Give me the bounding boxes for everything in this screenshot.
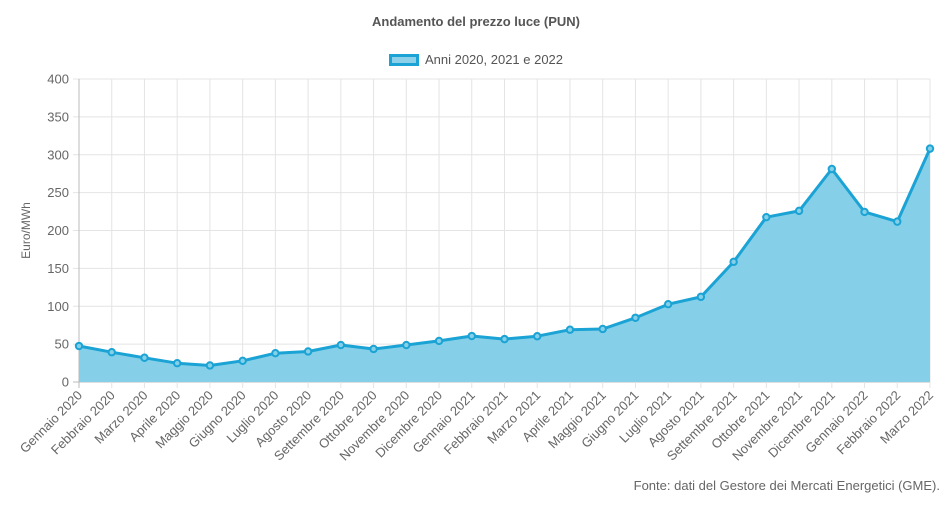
data-point-6[interactable] bbox=[271, 349, 280, 358]
y-tick-label: 300 bbox=[47, 147, 69, 162]
data-point-5[interactable] bbox=[238, 356, 247, 365]
legend[interactable]: Anni 2020, 2021 e 2022 bbox=[0, 52, 952, 67]
y-tick-label: 150 bbox=[47, 261, 69, 276]
data-point-19[interactable] bbox=[696, 292, 706, 302]
chart-title: Andamento del prezzo luce (PUN) bbox=[371, 14, 581, 29]
y-tick-labels: 0 50 100 150 200 250 300 350 400 bbox=[47, 72, 69, 390]
data-points bbox=[74, 144, 935, 370]
data-point-7[interactable] bbox=[303, 347, 313, 356]
data-point-17[interactable] bbox=[631, 313, 640, 322]
y-tick-label: 0 bbox=[62, 375, 69, 390]
data-point-10[interactable] bbox=[402, 340, 411, 350]
y-tick-label: 400 bbox=[47, 72, 69, 87]
legend-label: Anni 2020, 2021 e 2022 bbox=[424, 52, 564, 67]
data-point-8[interactable] bbox=[336, 340, 346, 350]
data-point-22[interactable] bbox=[794, 206, 804, 216]
data-point-12[interactable] bbox=[467, 331, 476, 341]
data-point-0[interactable] bbox=[74, 341, 84, 351]
data-point-2[interactable] bbox=[140, 353, 149, 362]
data-point-9[interactable] bbox=[369, 344, 378, 354]
data-point-13[interactable] bbox=[500, 334, 509, 344]
data-point-3[interactable] bbox=[172, 359, 182, 368]
data-point-20[interactable] bbox=[729, 257, 738, 267]
legend-swatch bbox=[388, 54, 419, 66]
data-point-26[interactable] bbox=[925, 144, 935, 153]
y-tick-label: 350 bbox=[47, 109, 69, 124]
data-point-15[interactable] bbox=[565, 325, 575, 334]
y-tick-label: 100 bbox=[47, 299, 69, 314]
y-tick-label: 200 bbox=[47, 223, 69, 238]
data-point-4[interactable] bbox=[205, 361, 215, 370]
data-point-14[interactable] bbox=[533, 332, 542, 341]
data-point-23[interactable] bbox=[827, 164, 837, 174]
data-point-25[interactable] bbox=[893, 217, 902, 226]
y-axis-title: Euro/MWh bbox=[19, 202, 33, 259]
series-area-fill bbox=[79, 148, 930, 382]
y-tick-label: 50 bbox=[55, 337, 69, 352]
data-point-16[interactable] bbox=[598, 324, 607, 334]
data-point-1[interactable] bbox=[107, 348, 116, 357]
data-point-11[interactable] bbox=[434, 336, 444, 346]
source-note: Fonte: dati del Gestore dei Mercati Ener… bbox=[633, 478, 940, 493]
data-point-24[interactable] bbox=[860, 207, 869, 217]
data-point-18[interactable] bbox=[663, 300, 673, 309]
y-tick-label: 250 bbox=[47, 185, 69, 200]
data-point-21[interactable] bbox=[762, 212, 771, 222]
